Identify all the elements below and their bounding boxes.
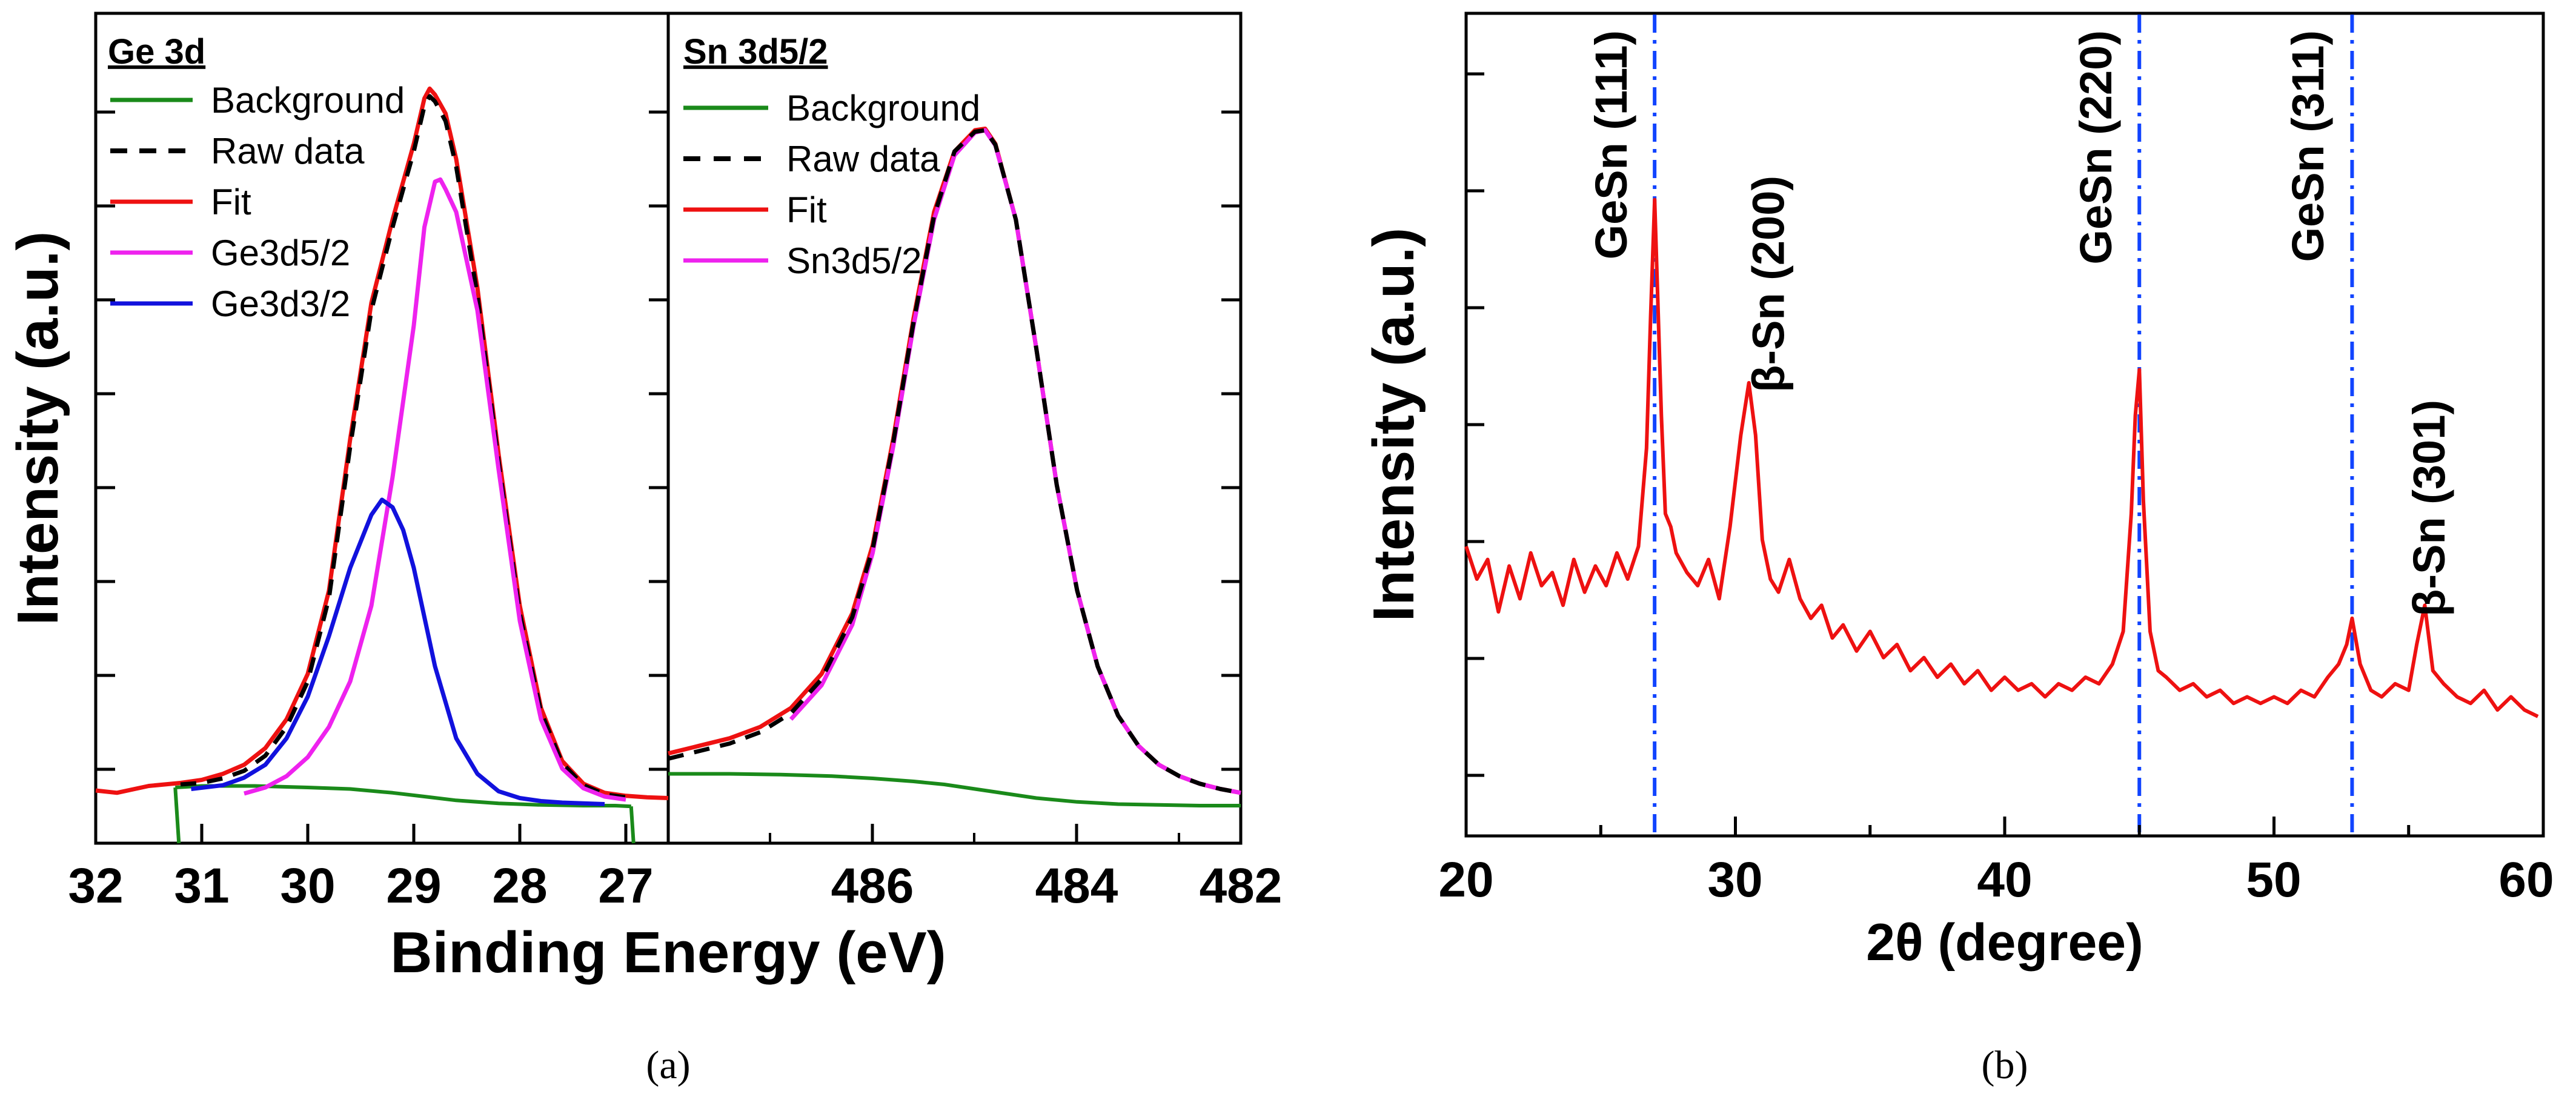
peak-label-gesn-220: GeSn (220) [2071,30,2121,265]
x-tick-label: 30 [1707,852,1762,907]
series-line-background [175,784,631,809]
legend-label-ge3d52: Ge3d5/2 [211,233,350,273]
plot-frame-sn3d [666,12,1243,845]
x-axis-title-b: 2θ (degree) [1866,913,2143,972]
x-tick-label: 484 [1035,858,1118,913]
panel-a: 32 31 30 29 28 27 486 484 482 Ge 3d Sn 3… [5,12,1283,1087]
y-ticks-left [96,110,668,771]
legend-label-sn3d52: Sn3d5/2 [786,240,922,281]
series-line-ge3d3-2 [191,497,605,806]
legend-label-raw-data: Raw data [211,131,365,171]
reference-lines [1653,15,2354,835]
panel-title-sn3d: Sn 3d5/2 [683,32,828,71]
series-line-raw-data [180,94,626,800]
legend-label-ge3d32: Ge3d3/2 [211,283,350,324]
legend-ge3d: Background Raw data Fit Ge3d5/2 Ge3d3/2 [110,80,405,324]
y-axis-title-b: Intensity (a.u.) [1361,228,1426,622]
series-line-raw-data [668,128,1241,795]
x-tick-labels-ge3d: 32 31 30 29 28 27 [68,858,653,913]
series-line-fit [668,127,1241,795]
peak-label-beta-sn-301: β-Sn (301) [2404,400,2454,617]
legend-label-fit: Fit [786,190,827,230]
peak-label-beta-sn-200: β-Sn (200) [1744,176,1794,393]
x-tick-label: 20 [1438,852,1493,907]
series-line-background-edge [629,806,636,844]
x-tick-label: 482 [1200,858,1283,913]
x-ticks-sn3d [769,824,1180,843]
x-tick-label: 27 [598,858,653,913]
y-ticks-xrd [1466,72,1484,777]
x-tick-label: 30 [280,858,335,913]
y-ticks-right [1221,110,1241,771]
caption-a: (a) [646,1043,690,1087]
sn3d-series [668,127,1241,807]
x-tick-labels-xrd: 20 30 40 50 60 [1438,852,2554,907]
series-line-xrd [1464,197,2539,718]
x-tick-label: 29 [386,858,441,913]
x-tick-label: 31 [174,858,229,913]
ge3d-series [95,86,669,844]
legend-label-fit: Fit [211,182,251,222]
legend-label-background: Background [786,88,980,128]
legend-sn3d: Background Raw data Fit Sn3d5/2 [683,88,980,281]
x-tick-label: 40 [1977,852,2032,907]
peak-label-gesn-311: GeSn (311) [2283,30,2333,262]
legend-label-raw-data: Raw data [786,139,940,179]
x-ticks-xrd [1464,817,2545,836]
series-line-fit [95,86,669,800]
xrd-series [1464,197,2539,718]
series-line-ge3d5-2 [244,177,626,802]
x-tick-label: 50 [2246,852,2301,907]
series-line-background [668,772,1241,807]
x-ticks-ge3d [94,824,628,843]
x-tick-labels-sn3d: 486 484 482 [831,858,1283,913]
series-line-background-edge [173,787,181,844]
caption-b: (b) [1982,1043,2028,1087]
x-axis-title-a: Binding Energy (eV) [390,920,946,985]
x-tick-label: 28 [492,858,547,913]
peak-labels: GeSn (111) β-Sn (200) GeSn (220) GeSn (3… [1586,30,2454,617]
panel-b: 20 30 40 50 60 GeSn (111) β-Sn (200) GeS… [1361,12,2554,1087]
x-tick-label: 486 [831,858,914,913]
legend-label-background: Background [211,80,405,121]
y-axis-title-a: Intensity (a.u.) [5,231,70,626]
panel-title-ge3d: Ge 3d [108,32,205,71]
peak-label-gesn-111: GeSn (111) [1586,30,1636,259]
x-tick-label: 60 [2498,852,2554,907]
plot-frame-ge3d [94,12,670,845]
x-tick-label: 32 [68,858,123,913]
